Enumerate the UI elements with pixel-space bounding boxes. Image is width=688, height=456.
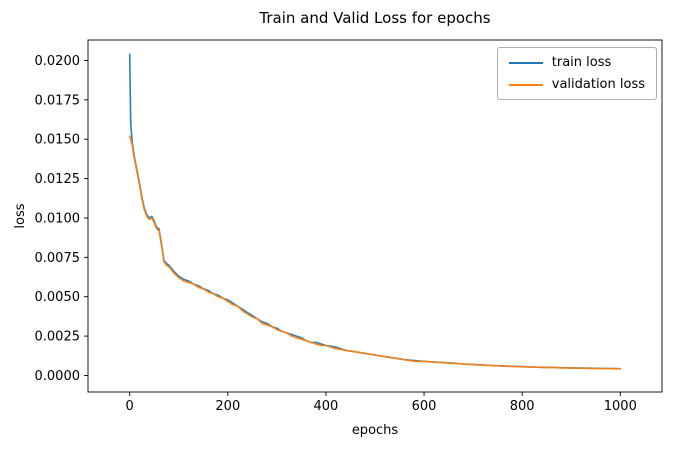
legend: train loss validation loss (496, 47, 657, 100)
x-tick-label: 0 (126, 399, 134, 414)
x-tick-label: 1000 (604, 399, 637, 414)
series-line-validation (128, 135, 622, 370)
x-axis-label: epochs (352, 423, 399, 438)
legend-label-train: train loss (551, 55, 612, 70)
y-tick-label: 0.0075 (35, 251, 81, 266)
x-tick-label: 200 (215, 399, 240, 414)
x-tick-label: 400 (314, 399, 339, 414)
legend-label-validation: validation loss (551, 77, 645, 92)
x-tick-label: 800 (510, 399, 535, 414)
x-tick-label: 600 (412, 399, 437, 414)
y-tick-label: 0.0025 (35, 330, 81, 345)
plot-area: 0 200 400 600 800 1000 0.0000 0.0025 0.0050 0.007… (35, 39, 663, 414)
train-line-swatch (508, 61, 543, 64)
y-tick-label: 0.0000 (35, 369, 81, 384)
y-tick-label: 0.0125 (35, 172, 81, 187)
chart-title: Train and Valid Loss for epochs (258, 9, 490, 27)
validation-line-swatch (508, 83, 543, 86)
y-axis-label: loss (13, 203, 28, 228)
y-tick-label: 0.0100 (35, 211, 81, 226)
y-tick-label: 0.0200 (35, 54, 81, 69)
legend-entry-train: train loss (508, 55, 645, 70)
y-tick-label: 0.0175 (35, 93, 81, 108)
y-tick-label: 0.0150 (35, 133, 81, 148)
y-tick-label: 0.0050 (35, 290, 81, 305)
legend-entry-validation: validation loss (508, 77, 645, 92)
